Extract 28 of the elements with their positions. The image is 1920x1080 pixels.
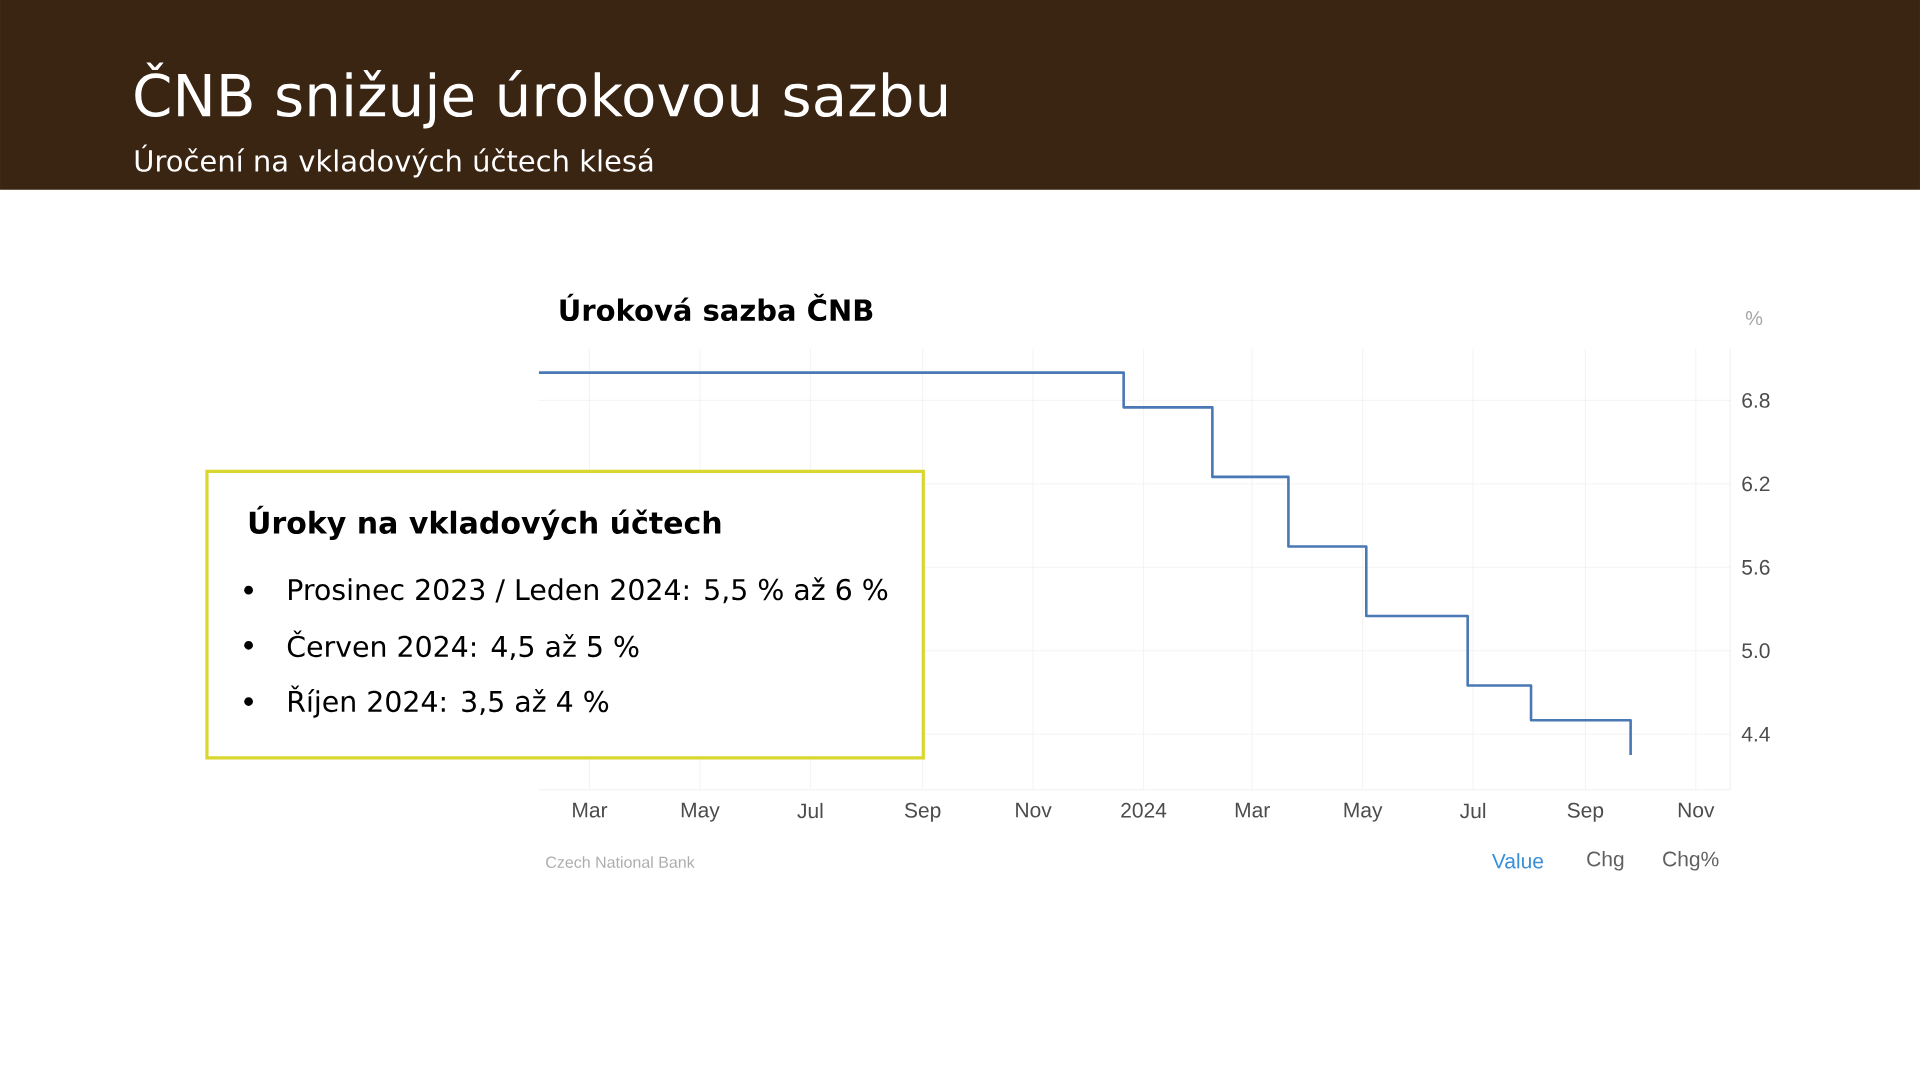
y-tick-label: 5.6 [1742,559,1770,575]
series-label: Úroková sazba ČNB [560,293,873,322]
x-tick-label: May [681,802,720,822]
y-tick-label: 5.0 [1742,643,1770,659]
x-tick-label: Sep [1567,802,1604,822]
text: Czech National Bank [546,856,695,868]
y-tick-label: 6.2 [1742,476,1770,492]
annotation: Úroky na vkladových účtech [249,505,721,540]
chart-subtitle: Úročení na vkladových účtech klesá [135,144,653,178]
annotation: Prosinec 2023 / Leden 2024: 5,5 % až 6 % [289,577,888,604]
y-tick-label: 6.8 [1742,393,1770,408]
chart-title: ČNB snižuje úrokovou sazbu [135,62,946,129]
x-tick-label: Nov [1678,802,1715,818]
y-tick-label: 4.4 [1741,726,1770,742]
text: Value [1491,853,1544,869]
annotation: Červen 2024: 4,5 až 5 % [287,630,639,661]
x-tick-label: May [1344,802,1383,822]
y-axis-title: % [1745,311,1763,326]
annotation: Říjen 2024: 3,5 až 4 % [289,685,609,718]
x-tick-label: Nov [1016,802,1052,818]
x-tick-label: 2024 [1121,802,1167,818]
x-tick-label: Sep [904,802,941,822]
x-tick-label: Mar [1235,802,1270,818]
x-tick-label: Mar [573,802,608,818]
x-tick-label: Jul [797,802,823,819]
text: Chg [1587,851,1624,871]
text: Chg% [1663,851,1719,871]
x-tick-label: Jul [1459,802,1486,819]
